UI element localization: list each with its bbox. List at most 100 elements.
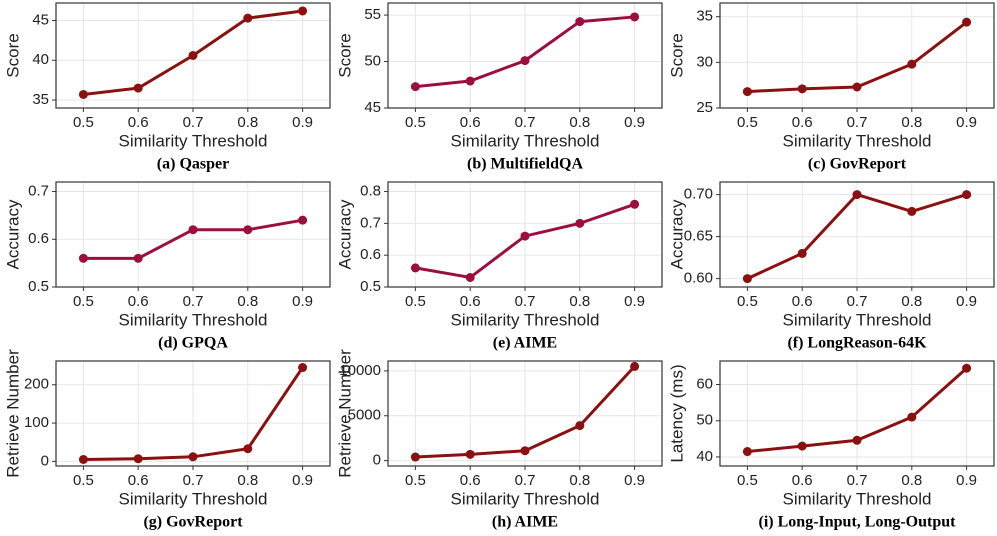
x-tick-label: 0.6	[792, 293, 813, 310]
plot-frame	[719, 2, 995, 109]
x-tick-label: 0.8	[237, 472, 258, 489]
point	[962, 190, 972, 200]
caption: (h) AIME	[492, 514, 558, 531]
point	[797, 84, 807, 94]
y-tick-label: 60	[696, 376, 713, 393]
point	[575, 421, 585, 431]
x-tick-label: 0.7	[847, 114, 868, 131]
y-axis-label: Score	[335, 33, 354, 77]
x-tick-label: 0.5	[737, 293, 758, 310]
point	[188, 452, 198, 462]
point	[742, 274, 752, 284]
plot-frame	[55, 360, 331, 467]
y-tick-label: 55	[364, 6, 381, 23]
y-tick-label: 50	[364, 53, 381, 70]
y-tick-label: 40	[696, 448, 713, 465]
point	[298, 215, 308, 225]
point	[797, 441, 807, 451]
point	[188, 225, 198, 235]
x-tick-label: 0.7	[515, 472, 536, 489]
x-tick-label: 0.7	[183, 472, 204, 489]
point	[133, 253, 143, 263]
y-tick-label: 0.65	[684, 228, 713, 245]
y-tick-label: 0	[41, 452, 49, 469]
caption: (c) GovReport	[808, 156, 907, 173]
x-tick-label: 0.9	[956, 472, 977, 489]
point	[962, 363, 972, 373]
y-tick-label: 0.60	[684, 270, 713, 287]
point	[188, 51, 198, 60]
y-tick-label: 0.5	[360, 278, 381, 295]
point	[742, 87, 752, 97]
y-tick-label: 0.6	[28, 230, 49, 247]
point	[410, 263, 420, 273]
panel: 0.5 0.6 0.7 0.8 0.9 0 100 200 Similarity Thresho…	[3, 349, 331, 531]
x-tick-label: 0.8	[901, 472, 922, 489]
x-tick-label: 0.7	[515, 293, 536, 310]
x-tick-label: 0.7	[847, 293, 868, 310]
plot-frame	[719, 360, 995, 467]
point	[298, 6, 308, 16]
x-tick-label: 0.6	[128, 293, 149, 310]
plot-frame	[387, 181, 663, 288]
x-axis-label: Similarity Threshold	[119, 310, 268, 329]
x-axis-label: Similarity Threshold	[451, 310, 600, 329]
x-tick-label: 0.9	[956, 114, 977, 131]
point	[465, 76, 475, 86]
y-tick-label: 0.70	[684, 186, 713, 203]
plot-frame	[387, 2, 663, 109]
point	[575, 17, 585, 27]
point	[630, 361, 640, 371]
x-tick-label: 0.9	[292, 114, 313, 131]
panel: 0.5 0.6 0.7 0.8 0.9 45 50 55 Similarity Threshol…	[335, 2, 663, 173]
x-tick-label: 0.6	[792, 114, 813, 131]
point	[575, 218, 585, 228]
point	[465, 449, 475, 459]
y-axis-label: Score	[3, 33, 22, 77]
point	[852, 190, 862, 200]
x-tick-label: 0.9	[292, 293, 313, 310]
x-axis-label: Similarity Threshold	[783, 489, 932, 508]
x-axis-label: Similarity Threshold	[783, 310, 932, 329]
x-tick-label: 0.9	[624, 114, 645, 131]
point	[907, 412, 917, 422]
x-tick-label: 0.8	[569, 114, 590, 131]
point	[520, 446, 530, 456]
point	[630, 12, 640, 22]
x-tick-label: 0.9	[624, 293, 645, 310]
y-tick-label: 10000	[339, 362, 381, 379]
x-tick-label: 0.5	[405, 472, 426, 489]
y-axis-label: Accuracy	[3, 199, 22, 269]
x-tick-label: 0.5	[73, 114, 94, 131]
x-tick-label: 0.6	[128, 114, 149, 131]
point	[243, 13, 253, 23]
panel: 0.5 0.6 0.7 0.8 0.9 25 30 35 Similarity Threshol…	[667, 2, 995, 173]
caption: (a) Qasper	[157, 156, 229, 173]
x-axis-label: Similarity Threshold	[119, 131, 268, 150]
y-axis-label: Retrieve Number	[335, 349, 354, 478]
point	[852, 435, 862, 445]
caption: (d) GPQA	[158, 335, 228, 352]
y-tick-label: 0.6	[360, 246, 381, 263]
x-tick-label: 0.7	[183, 293, 204, 310]
plot-frame	[55, 181, 331, 288]
x-tick-label: 0.9	[292, 472, 313, 489]
point	[78, 253, 88, 263]
x-tick-label: 0.5	[737, 114, 758, 131]
x-tick-label: 0.8	[569, 472, 590, 489]
y-tick-label: 5000	[348, 407, 381, 424]
y-tick-label: 45	[32, 11, 49, 28]
point	[630, 199, 640, 209]
x-tick-label: 0.8	[569, 293, 590, 310]
y-axis-label: Score	[667, 33, 686, 77]
x-axis-label: Similarity Threshold	[451, 489, 600, 508]
y-axis-label: Accuracy	[667, 199, 686, 269]
y-tick-label: 35	[32, 91, 49, 108]
caption: (f) LongReason-64K	[787, 335, 927, 352]
point	[742, 447, 752, 457]
x-tick-label: 0.6	[460, 293, 481, 310]
x-tick-label: 0.9	[624, 472, 645, 489]
